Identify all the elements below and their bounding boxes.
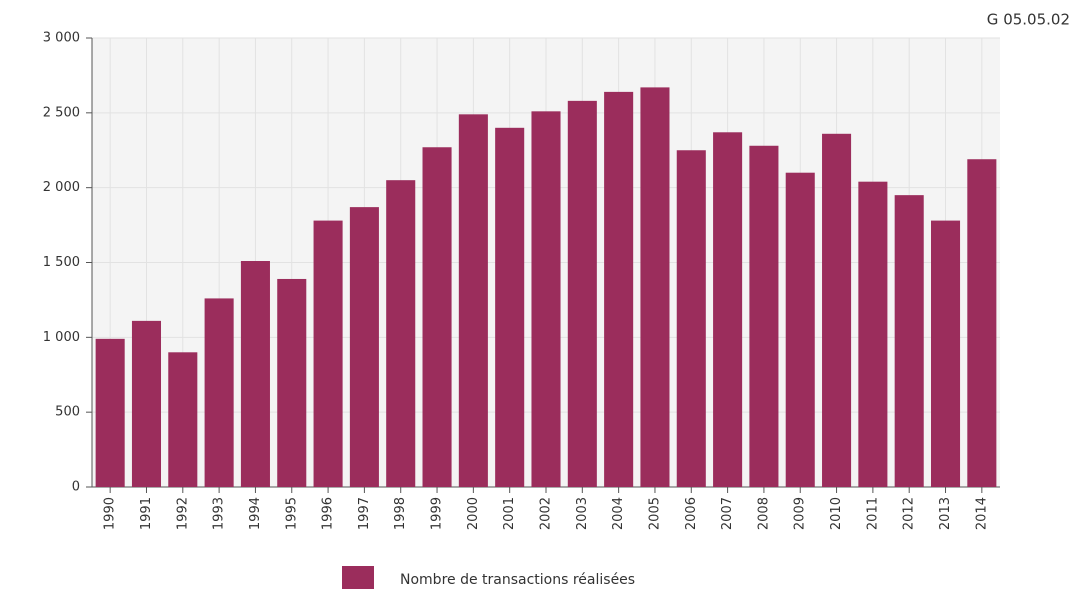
y-tick-label: 2 500 [43, 105, 80, 120]
x-tick-label: 2008 [756, 497, 771, 530]
y-tick-label: 1 000 [43, 330, 80, 345]
x-tick-label: 1990 [103, 497, 118, 530]
x-tick-label: 2011 [865, 497, 880, 530]
bar [386, 180, 416, 487]
y-tick-label: 0 [72, 480, 80, 495]
x-tick-label: 1996 [321, 497, 336, 530]
bar [822, 133, 852, 487]
bar [967, 159, 997, 488]
bar [422, 147, 452, 488]
bar [495, 127, 525, 488]
bar [458, 114, 488, 487]
y-tick-label: 2 000 [43, 180, 80, 195]
bar [204, 298, 234, 487]
x-tick-label: 1991 [139, 497, 154, 530]
y-tick-label: 3 000 [43, 31, 80, 46]
y-tick-label: 1 500 [43, 255, 80, 270]
bar [604, 91, 634, 487]
x-tick-label: 2013 [938, 497, 953, 530]
bar [168, 352, 198, 487]
x-tick-label: 2006 [684, 497, 699, 530]
x-tick-label: 1997 [357, 497, 372, 530]
bar [785, 172, 815, 487]
x-tick-label: 1995 [284, 497, 299, 530]
bar [240, 261, 270, 487]
bar [640, 87, 670, 487]
legend-swatch [342, 566, 374, 589]
x-tick-label: 2009 [793, 497, 808, 530]
bar [531, 111, 561, 487]
chart-annotation: G 05.05.02 [987, 11, 1070, 29]
bar [277, 278, 307, 487]
x-tick-label: 2003 [575, 497, 590, 530]
y-tick-label: 500 [55, 405, 80, 420]
x-tick-label: 1998 [393, 497, 408, 530]
bar [349, 207, 379, 487]
x-tick-label: 2014 [974, 497, 989, 530]
x-tick-label: 2010 [829, 497, 844, 530]
x-tick-label: 2012 [902, 497, 917, 530]
bar [313, 220, 343, 488]
x-tick-label: 2005 [647, 497, 662, 530]
x-tick-label: 1999 [430, 497, 445, 530]
bar [567, 100, 597, 488]
legend-label: Nombre de transactions réalisées [400, 572, 635, 588]
x-tick-label: 2007 [720, 497, 735, 530]
bar [676, 150, 706, 487]
x-tick-label: 2001 [502, 497, 517, 530]
x-tick-label: 2000 [466, 497, 481, 530]
x-tick-label: 2004 [611, 497, 626, 530]
bar [749, 145, 779, 487]
x-tick-label: 2002 [539, 497, 554, 530]
bar [930, 220, 961, 488]
bar [131, 320, 162, 487]
bar [713, 132, 743, 488]
bar [894, 195, 924, 487]
bar [858, 181, 888, 487]
x-tick-label: 1992 [175, 497, 190, 530]
x-tick-label: 1993 [212, 497, 227, 530]
bar [95, 338, 125, 487]
x-tick-label: 1994 [248, 497, 263, 530]
